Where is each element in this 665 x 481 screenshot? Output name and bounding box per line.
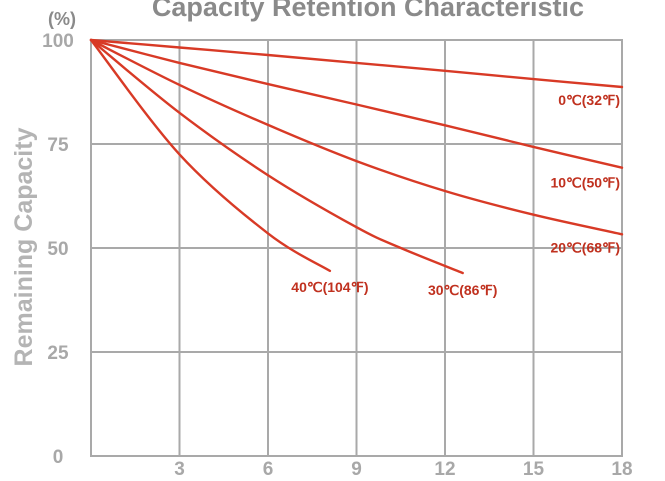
series-label: 0℃(32℉): [558, 92, 620, 108]
x-tick-label: 15: [523, 459, 545, 480]
series-label: 20℃(68℉): [550, 239, 620, 255]
x-tick-label: 3: [174, 459, 185, 480]
x-tick-label: 6: [263, 459, 274, 480]
series-line: [89, 38, 624, 169]
series-labels: 0℃(32℉) 10℃(50℉) 20℃(68℉) 30℃(86℉) 40℃(104℉): [291, 92, 620, 298]
y-tick-label: 100: [42, 31, 74, 52]
grid: [90, 39, 623, 457]
x-tick-label: 18: [611, 459, 632, 480]
series-line: [89, 38, 624, 236]
y-tick-label: 0: [53, 447, 64, 468]
x-tick-label: 9: [351, 459, 362, 480]
y-tick-label: 50: [47, 239, 68, 260]
series-label: 40℃(104℉): [291, 279, 368, 295]
series-line: [89, 38, 464, 275]
series-label: 10℃(50℉): [550, 175, 620, 191]
y-tick-label: 75: [47, 135, 69, 156]
series-label: 30℃(86℉): [428, 282, 498, 298]
series-line: [89, 38, 332, 273]
x-tick-label: 12: [434, 459, 455, 480]
chart-title: Capacity Retention Characteristic: [152, 0, 584, 22]
y-tick-label: 25: [47, 343, 69, 364]
series-lines: [89, 38, 624, 275]
y-axis-label: Remaining Capacity: [10, 127, 38, 366]
series-line: [89, 38, 624, 89]
tick-labels: 0 25 50 75 100 3 6 9 12 15 18: [42, 31, 632, 480]
y-unit-label: (%): [48, 9, 76, 29]
